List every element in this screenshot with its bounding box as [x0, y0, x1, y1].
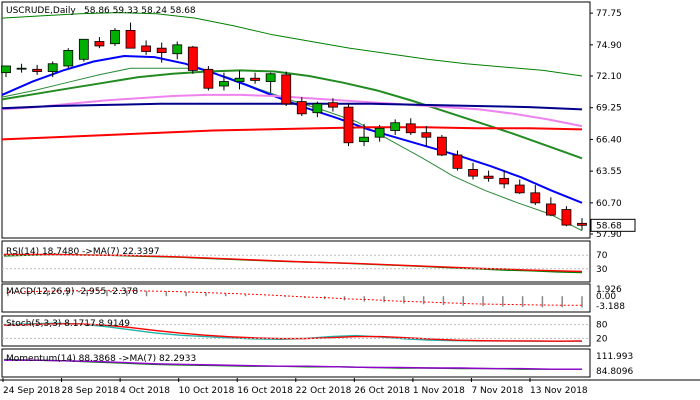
candle-body-2: [32, 68, 43, 72]
price-tick-label-4: 66.40: [596, 135, 622, 145]
price-tick-label-6: 60.70: [596, 199, 622, 209]
candle-body-35: [545, 203, 556, 216]
pane-frame-0: [1, 1, 591, 239]
pane-frame-2: [1, 283, 591, 313]
candle-body-7: [110, 29, 120, 45]
overlay-line-0: [1, 12, 583, 77]
candle-body-29: [452, 154, 463, 169]
candle-body-25: [390, 122, 401, 131]
price-tick-label-5: 63.55: [596, 167, 622, 177]
candle-body-0: [1, 65, 11, 74]
overlay-line-4: [1, 93, 583, 128]
candle-body-20: [312, 103, 323, 114]
candle-body-32: [499, 177, 510, 185]
stoch-tick-label-0: 80: [596, 321, 608, 331]
stoch-line-1: [3, 323, 583, 342]
overlay-line-5: [1, 102, 583, 111]
price-tick-label-0: 77.75: [596, 9, 622, 19]
candle-body-17: [265, 73, 276, 82]
momentum-tick-label-0: 111.993: [596, 352, 633, 362]
price-tick-label-1: 74.90: [596, 41, 622, 51]
pane-frame-3: [1, 315, 591, 347]
candle-body-4: [63, 49, 74, 67]
x-tick-label-1: 28 Sep 2018: [62, 386, 119, 396]
last-price-box: [590, 218, 636, 232]
x-tick-label-8: 7 Nov 2018: [471, 386, 523, 396]
price-tick-label-2: 72.10: [596, 72, 622, 82]
overlay-line-1: [1, 67, 583, 232]
x-tick-label-7: 1 Nov 2018: [413, 386, 465, 396]
candle-body-18: [281, 74, 292, 105]
candle-body-16: [250, 77, 260, 81]
candle-body-14: [219, 81, 229, 87]
overlay-line-6: [1, 126, 583, 141]
candle-body-31: [483, 175, 494, 179]
x-tick-label-2: 4 Oct 2018: [120, 386, 170, 396]
candle-body-33: [514, 184, 525, 194]
overlay-line-3: [1, 69, 583, 160]
candle-body-15: [234, 77, 245, 82]
indicator-content: [2, 253, 590, 370]
macd-label: MACD(12,26,9) -2.955 -2.378: [6, 287, 138, 297]
candle-body-6: [94, 41, 105, 47]
last-price-label: 58.68: [596, 221, 622, 231]
x-tick-label-9: 13 Nov 2018: [530, 386, 588, 396]
x-tick-label-5: 22 Oct 2018: [296, 386, 352, 396]
candle-body-12: [187, 46, 198, 71]
rsi-tick-label-0: 70: [596, 251, 608, 261]
x-tick-label-3: 10 Oct 2018: [179, 386, 235, 396]
macd-tick-label-1: 0.00: [596, 292, 616, 302]
macd-tick-label-2: -3.188: [596, 302, 625, 312]
overlay-line-2: [1, 54, 583, 204]
stoch-tick-label-1: 20: [596, 334, 608, 344]
rsi-label: RSI(14) 18.7480 ->MA(7) 22.3397: [6, 247, 160, 257]
candle-body-3: [47, 63, 58, 72]
symbol-label: USCRUDE,Daily: [6, 6, 76, 16]
candle-body-11: [172, 44, 183, 55]
candle-body-37: [577, 222, 587, 226]
price-tick-label-7: 57.90: [596, 230, 622, 240]
momentum-line-1: [4, 359, 582, 370]
candle-body-5: [78, 38, 89, 60]
ohlc-label: 58.86 59.33 58.24 58.68: [84, 6, 196, 16]
candle-body-36: [561, 209, 572, 226]
macd-tick-label-0: 1.926: [596, 285, 622, 295]
candle-body-26: [405, 123, 416, 134]
x-tick-label-0: 24 Sep 2018: [3, 386, 60, 396]
pane-frame-1: [1, 240, 591, 283]
price-tick-label-3: 69.25: [596, 104, 622, 114]
candle-body-8: [125, 29, 136, 49]
x-tick-label-6: 26 Oct 2018: [354, 386, 410, 396]
candle-body-22: [343, 106, 354, 144]
rsi-line-1: [4, 253, 583, 273]
candle-body-1: [16, 67, 27, 70]
candle-body-23: [359, 136, 369, 143]
stoch-label: Stoch(5,3,3) 8.1717 8.9149: [6, 319, 130, 329]
candle-body-9: [141, 45, 152, 52]
pane-frame-4: [1, 348, 591, 378]
candle-body-21: [328, 102, 338, 108]
momentum-tick-label-1: 84.8096: [596, 367, 633, 377]
x-axis: 24 Sep 2018 28 Sep 2018 4 Oct 2018 10 Oct 2…: [2, 378, 588, 396]
candle-body-19: [296, 101, 307, 115]
main-price-content: [1, 12, 587, 232]
candle-body-30: [468, 169, 478, 177]
candle-body-27: [421, 132, 432, 138]
candle-body-13: [203, 68, 214, 89]
candle-body-10: [156, 47, 167, 54]
momentum-label: Momentum(14) 88.3868 ->MA(7) 82.2933: [6, 354, 196, 364]
candle-body-34: [530, 192, 541, 204]
candle-body-24: [374, 127, 385, 138]
candle-body-28: [436, 136, 447, 156]
rsi-tick-label-1: 30: [596, 265, 608, 275]
x-tick-label-4: 16 Oct 2018: [237, 386, 293, 396]
y-axes: 77.75 74.90 72.10 69.25 66.40 63.55 60.70 57.90…: [590, 9, 636, 377]
panes: [0, 1, 700, 381]
